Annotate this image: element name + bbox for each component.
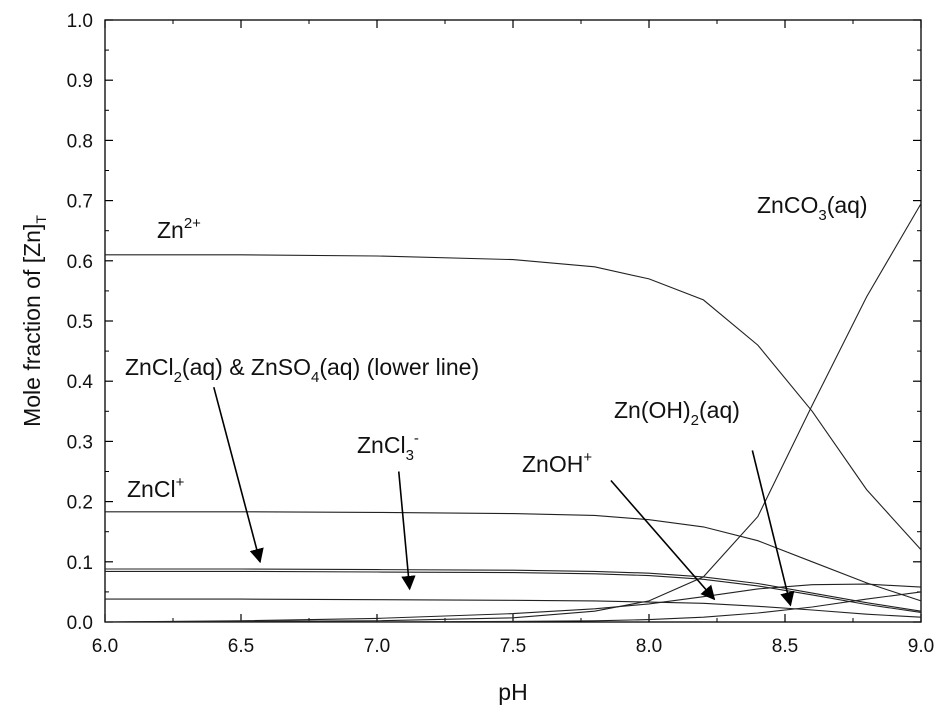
series-line-znoh xyxy=(104,583,922,623)
annotation-znco3: ZnCO3(aq) xyxy=(757,192,868,224)
y-tick-label: 0.3 xyxy=(67,432,93,453)
series-line-znso4-aq xyxy=(105,570,922,613)
arrow-zncl2 xyxy=(213,387,264,564)
annotation-arrows xyxy=(213,387,795,607)
series-line-zncl3 xyxy=(105,598,922,618)
annotation-text-part: 3 xyxy=(406,447,414,464)
annotation-text-part: 2 xyxy=(174,369,182,386)
annotation-text-part: 2 xyxy=(691,412,699,429)
arrow-znoh2 xyxy=(751,450,795,607)
annotation-text-part: ZnCl xyxy=(125,354,174,380)
x-tick-label: 8.5 xyxy=(772,636,798,657)
annotation-text-part: - xyxy=(414,430,419,447)
annotation-text-part: ZnCl xyxy=(127,476,176,502)
series-line-znco3-aq xyxy=(104,203,922,623)
y-tick-label: 0.8 xyxy=(67,131,93,152)
x-tick-label: 6.5 xyxy=(228,636,254,657)
annotation-text-part: (aq) (lower line) xyxy=(319,354,479,380)
arrow-znoh xyxy=(610,480,716,601)
y-tick-label: 0.6 xyxy=(67,252,93,273)
x-tick-label: 7.5 xyxy=(500,636,526,657)
series-line-zn-oh-2-aq xyxy=(105,591,922,623)
series-line-zn2 xyxy=(105,254,922,551)
series-line-zncl2-aq xyxy=(105,568,922,612)
annotation-text-part: + xyxy=(176,474,185,491)
annotation-text-part: ZnCl xyxy=(357,432,406,458)
annotation-text-part: Zn(OH) xyxy=(614,397,691,423)
annotation-text-part: ZnOH xyxy=(522,451,583,477)
annotation-zncl: ZnCl+ xyxy=(127,474,185,502)
annotation-text-part: 3 xyxy=(818,207,826,224)
annotation-text-part: 4 xyxy=(311,369,319,386)
x-tick-label: 6.0 xyxy=(92,636,118,657)
annotation-text-part: Zn xyxy=(157,217,184,243)
y-axis-title-subscript: T xyxy=(33,215,49,224)
y-tick-label: 0.9 xyxy=(67,71,93,92)
x-axis-title: pH xyxy=(498,679,527,705)
y-tick-label: 0.0 xyxy=(67,613,93,634)
y-axis-title: Mole fraction of [Zn]T xyxy=(19,215,49,427)
x-tick-label: 8.0 xyxy=(636,636,662,657)
annotation-znoh2: Zn(OH)2(aq) xyxy=(614,397,740,429)
annotation-text-part: + xyxy=(583,449,592,466)
annotation-text-part: 2+ xyxy=(184,215,201,232)
y-tick-label: 0.7 xyxy=(67,192,93,213)
series-lines xyxy=(104,203,922,623)
x-axis-ticks: 6.0 6.5 7.0 7.5 8.0 8.5 9.0 xyxy=(92,20,934,657)
y-axis-title-main: Mole fraction of [Zn] xyxy=(19,224,45,427)
series-line-zncl xyxy=(105,511,922,602)
plot-frame xyxy=(104,19,922,623)
arrow-zncl3 xyxy=(397,471,416,591)
annotation-znoh: ZnOH+ xyxy=(522,449,592,477)
annotations: Zn2+ZnCO3(aq)ZnCl2(aq) & ZnSO4(aq) (lowe… xyxy=(125,192,868,502)
x-tick-label: 7.0 xyxy=(364,636,390,657)
annotation-text-part: (aq) xyxy=(827,192,868,218)
annotation-zncl2: ZnCl2(aq) & ZnSO4(aq) (lower line) xyxy=(125,354,479,386)
y-tick-label: 0.5 xyxy=(67,312,93,333)
y-tick-label: 0.2 xyxy=(67,493,93,514)
annotation-text-part: ZnCO xyxy=(757,192,818,218)
y-tick-label: 1.0 xyxy=(67,11,93,32)
y-tick-label: 0.4 xyxy=(67,372,94,393)
annotation-text-part: (aq) & ZnSO xyxy=(182,354,311,380)
annotation-zncl3: ZnCl3- xyxy=(357,430,419,464)
annotation-text-part: (aq) xyxy=(699,397,740,423)
x-tick-label: 9.0 xyxy=(908,636,934,657)
annotation-zn2: Zn2+ xyxy=(157,215,201,243)
y-axis-ticks: 0.0 0.1 0.2 0.3 0.4 0.5 0.6 0.7 0.8 0.9 1.0 xyxy=(67,11,921,634)
y-tick-label: 0.1 xyxy=(67,553,93,574)
